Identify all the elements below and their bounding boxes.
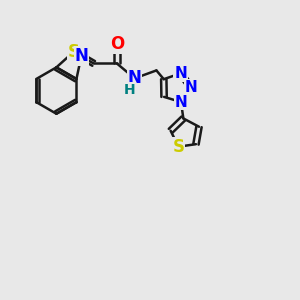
- Text: S: S: [172, 138, 184, 156]
- Text: N: N: [185, 80, 198, 95]
- Text: O: O: [110, 35, 124, 53]
- Text: N: N: [74, 47, 88, 65]
- Text: N: N: [174, 66, 187, 81]
- Text: N: N: [128, 69, 142, 87]
- Text: H: H: [124, 82, 135, 97]
- Text: S: S: [68, 43, 80, 61]
- Text: N: N: [175, 94, 188, 110]
